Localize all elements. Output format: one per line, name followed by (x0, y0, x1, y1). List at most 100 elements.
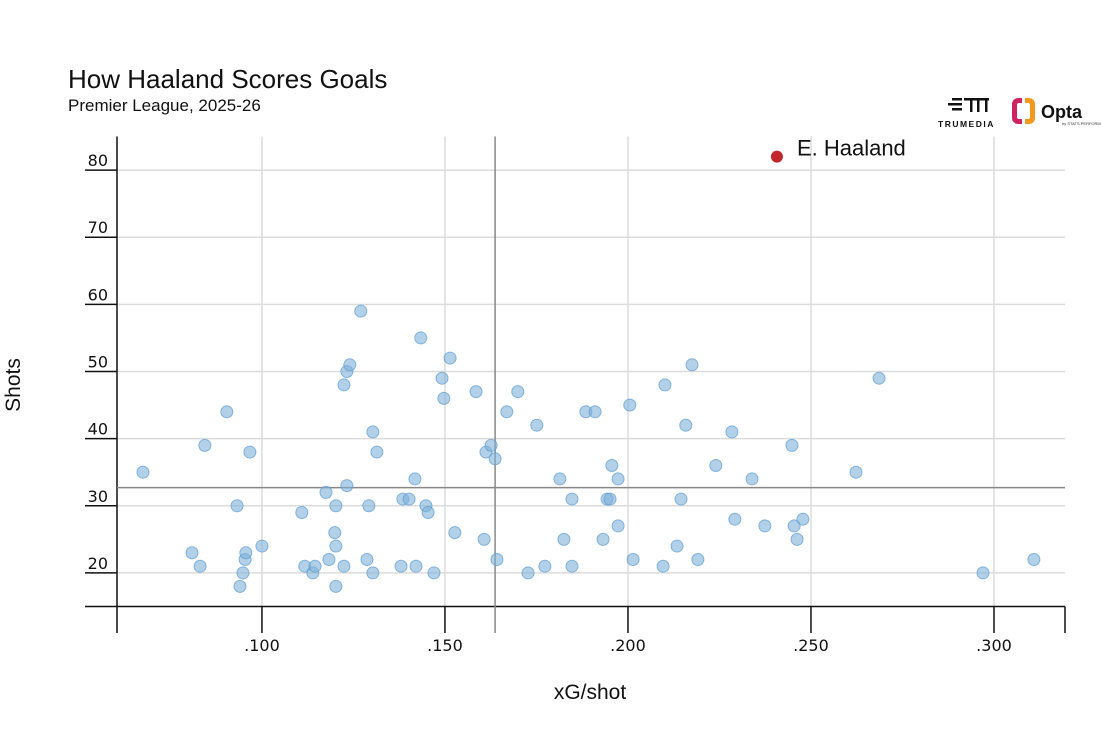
data-point (596, 532, 610, 546)
data-point (319, 485, 333, 499)
data-point (656, 559, 670, 573)
data-point (402, 492, 416, 506)
data-point (787, 519, 801, 533)
data-point (565, 492, 579, 506)
data-point (337, 559, 351, 573)
data-point (408, 472, 422, 486)
data-point (193, 559, 207, 573)
data-point (198, 438, 212, 452)
data-point (328, 526, 342, 540)
data-point (427, 566, 441, 580)
data-point (658, 378, 672, 392)
axes: .100 .150 .200 .250 .300 20 30 40 50 60 70 80 (85, 136, 1066, 655)
data-point (530, 418, 544, 432)
data-point (603, 492, 617, 506)
data-point (394, 559, 408, 573)
data-point (538, 559, 552, 573)
x-tick-label: .200 (610, 636, 646, 655)
data-point (414, 331, 428, 345)
data-point (354, 304, 368, 318)
highlight-point: E. Haaland (770, 136, 906, 163)
data-point (728, 512, 742, 526)
data-point (136, 465, 150, 479)
data-point (409, 559, 423, 573)
x-tick-label: .250 (793, 636, 829, 655)
data-point (745, 472, 759, 486)
data-points (136, 304, 1041, 593)
data-point (565, 559, 579, 573)
trumedia-logo: TRUMEDIA (938, 98, 995, 129)
data-point (511, 385, 525, 399)
y-tick-label: 80 (88, 151, 108, 170)
data-point (243, 445, 257, 459)
data-point (329, 499, 343, 513)
mean-lines (117, 136, 1065, 633)
x-axis-label: xG/shot (554, 681, 627, 704)
data-point (329, 539, 343, 553)
data-point (185, 546, 199, 560)
data-point (437, 391, 451, 405)
data-point (557, 532, 571, 546)
data-point (785, 438, 799, 452)
data-point (443, 351, 457, 365)
data-point (611, 519, 625, 533)
data-point (725, 425, 739, 439)
data-point (790, 532, 804, 546)
data-point (500, 405, 514, 419)
y-tick-label: 20 (88, 554, 108, 573)
svg-text:TRUMEDIA: TRUMEDIA (938, 119, 995, 129)
data-point (691, 553, 705, 566)
x-tick-label: .150 (427, 636, 463, 655)
data-point (360, 553, 374, 566)
data-point (329, 579, 343, 593)
data-point (308, 559, 322, 573)
data-point (362, 499, 376, 513)
chart-title: How Haaland Scores Goals (68, 64, 387, 94)
svg-text:by STATS PERFORM: by STATS PERFORM (1062, 121, 1101, 126)
opta-logo: Opta by STATS PERFORM (1012, 98, 1101, 126)
data-point (626, 553, 640, 566)
data-point (488, 452, 502, 466)
data-point (605, 459, 619, 472)
data-point (588, 405, 602, 419)
grid (117, 136, 1065, 607)
data-point (872, 371, 886, 385)
data-point (674, 492, 688, 506)
data-point (370, 445, 384, 459)
y-tick-label: 50 (88, 353, 108, 372)
data-point (421, 506, 435, 519)
data-point (230, 499, 244, 513)
data-point (679, 418, 693, 432)
data-point (849, 465, 863, 479)
x-tick-label: .300 (976, 636, 1012, 655)
data-point (670, 539, 684, 553)
y-tick-label: 30 (88, 487, 108, 506)
data-point (220, 405, 234, 419)
data-point (366, 566, 380, 580)
data-point (448, 526, 462, 540)
data-point (255, 539, 269, 553)
svg-text:Opta: Opta (1041, 102, 1083, 122)
data-point (295, 506, 309, 519)
data-point (366, 425, 380, 439)
data-point (709, 459, 723, 472)
data-point (337, 378, 351, 392)
data-point (490, 553, 504, 566)
data-point (236, 566, 250, 580)
data-point (611, 472, 625, 486)
chart-subtitle: Premier League, 2025-26 (68, 96, 261, 115)
data-point (484, 438, 498, 452)
x-tick-label: .100 (244, 636, 280, 655)
data-point (521, 566, 535, 580)
data-point (469, 385, 483, 399)
data-point (233, 579, 247, 593)
data-point (435, 371, 449, 385)
data-point (1027, 553, 1041, 566)
data-point (976, 566, 990, 580)
haaland-label: E. Haaland (797, 136, 906, 161)
haaland-point (770, 150, 783, 163)
data-point (553, 472, 567, 486)
data-point (477, 532, 491, 546)
data-point (758, 519, 772, 533)
